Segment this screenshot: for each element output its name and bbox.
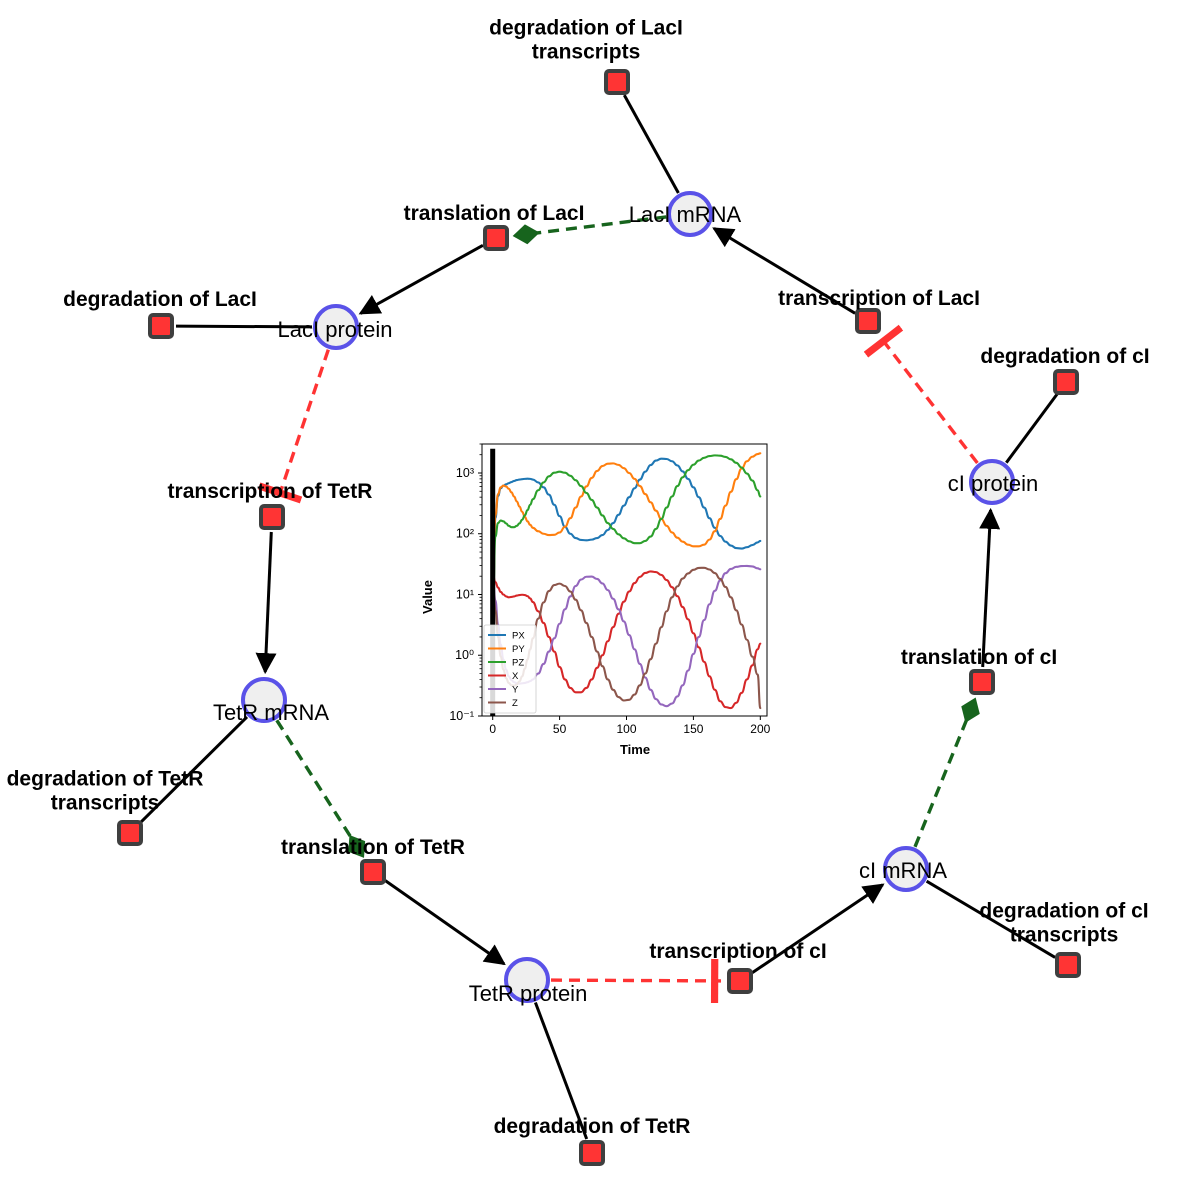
edge-inhibition [258,349,330,504]
species-label-ci-mrna: cI mRNA [859,858,947,883]
species-node-laci-protein[interactable] [313,304,359,350]
edge-product [979,507,1001,668]
plot-legend-label-pz: PZ [512,658,524,669]
reaction-label-transcription-ci: transcription of cI [649,940,827,964]
reaction-label-deg-laci: degradation of LacI [63,288,257,312]
timecourse-plot-panel: 0 50 100 150 200 10⁻¹ 10⁰ 10¹ 10² 10³ PX PY PZ X Y Z T… [410,432,780,762]
species-node-tetr-mrna[interactable] [241,677,287,723]
edge-product [925,879,1056,959]
plot-legend-label-x: X [512,671,519,682]
edge-product [712,227,856,315]
reaction-node-transcription-laci[interactable] [855,308,881,334]
reaction-node-translation-tetr[interactable] [360,859,386,885]
reaction-label-deg-ci-transcripts: degradation of cI transcripts [979,899,1149,946]
plot-ytick-label: 10⁰ [455,648,474,662]
plot-legend-label-y: Y [512,685,519,696]
species-label-ci-protein: cI protein [947,471,1039,496]
plot-xlabel: Time [620,742,650,757]
species-node-tetr-protein[interactable] [504,957,550,1003]
edge-product [175,324,313,329]
edge-inhibition [863,324,979,465]
reaction-node-deg-laci[interactable] [148,313,174,339]
edge-catalysis [275,719,366,858]
plot-line-px [491,457,762,628]
reaction-label-transcription-tetr: transcription of TetR [167,480,373,504]
edge-catalysis [913,697,980,848]
plot-legend-box [483,624,537,714]
reaction-node-deg-ci-transcripts[interactable] [1055,952,1081,978]
plot-xtick-label: 50 [553,722,567,736]
edge-product [751,883,885,974]
edge-catalysis [512,215,667,245]
edge-inhibition [550,958,722,1003]
species-label-laci-mrna: LacI mRNA [628,202,742,227]
plot-frame [481,443,768,717]
plot-legend-label-z: Z [512,698,518,709]
plot-ylabel: Value [420,580,435,614]
reaction-label-transcription-laci: transcription of LacI [778,287,980,311]
plot-xtick-label: 0 [489,722,496,736]
plot-legend-label-px: PX [512,631,525,642]
plot-line-x [491,570,762,710]
plot-legend-label-py: PY [512,644,525,655]
plot-ytick-label: 10¹ [456,587,474,601]
species-label-tetr-protein: TetR protein [468,981,588,1006]
reaction-label-translation-ci: translation of cI [900,646,1058,670]
reaction-label-deg-ci: degradation of cI [980,345,1150,369]
edge-product [384,879,506,966]
edge-product [1005,393,1059,464]
plot-line-py [491,452,762,628]
reaction-node-deg-tetr-transcripts[interactable] [117,820,143,846]
plot-ytick-label: 10⁻¹ [449,709,474,723]
reaction-label-deg-tetr-transcripts: degradation of TetR transcripts [6,767,204,814]
reaction-label-deg-tetr: degradation of TetR [493,1115,691,1139]
reaction-label-deg-laci-transcripts: degradation of LacI transcripts [489,16,683,63]
reaction-label-translation-tetr: translation of TetR [281,836,465,860]
species-label-tetr-mrna: TetR mRNA [212,700,330,725]
reaction-node-translation-laci[interactable] [483,225,509,251]
plot-line-pz [491,454,762,628]
reaction-node-deg-tetr[interactable] [579,1140,605,1166]
reaction-node-deg-ci[interactable] [1053,369,1079,395]
edge-product [533,1001,589,1140]
plot-legend: PX PY PZ XYZ [483,624,537,714]
edge-product [358,243,484,315]
plot-tick-labels: 0 50 100 150 200 10⁻¹ 10⁰ 10¹ 10² 10³ [449,443,771,736]
reaction-label-translation-laci: translation of LacI [403,202,585,226]
reaction-node-translation-ci[interactable] [969,669,995,695]
reaction-node-transcription-tetr[interactable] [259,504,285,530]
edge-product [622,94,680,194]
plot-xtick-label: 200 [750,722,770,736]
plot-xtick-label: 150 [683,722,703,736]
edge-product [139,715,249,824]
species-node-laci-mrna[interactable] [667,191,713,237]
timecourse-plot: 0 50 100 150 200 10⁻¹ 10⁰ 10¹ 10² 10³ PX PY PZ XYZ T… [410,432,780,762]
plot-ytick-label: 10³ [456,466,474,480]
reaction-node-deg-laci-transcripts[interactable] [604,69,630,95]
plot-axes [481,443,768,717]
species-node-ci-mrna[interactable] [883,846,929,892]
species-label-laci-protein: LacI protein [277,317,393,342]
edge-product [255,531,277,675]
reaction-node-transcription-ci[interactable] [727,968,753,994]
plot-xtick-label: 100 [616,722,636,736]
plot-ytick-label: 10² [456,527,474,541]
species-node-ci-protein[interactable] [969,459,1015,505]
